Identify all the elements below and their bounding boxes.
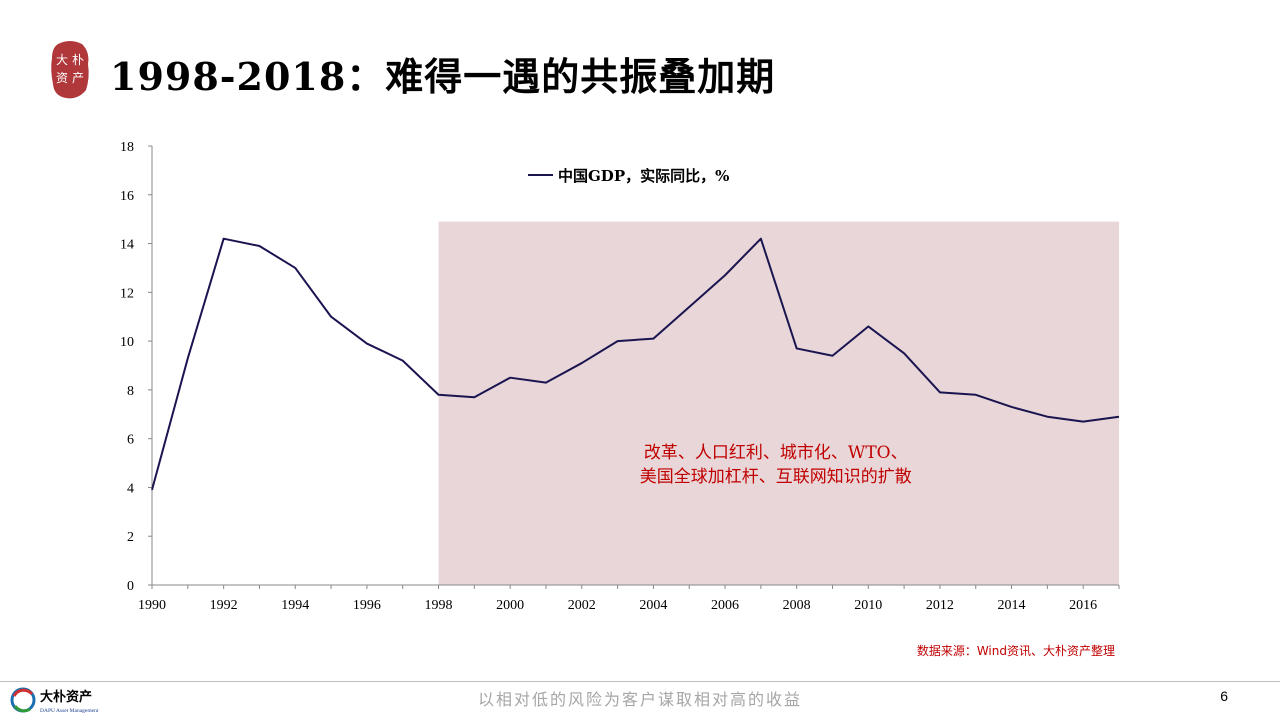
brand-seal-char: 大 bbox=[56, 53, 68, 67]
x-tick-label: 2012 bbox=[926, 598, 954, 613]
y-tick-label: 18 bbox=[120, 140, 134, 155]
brand-seal-logo: 大 朴 资 产 bbox=[51, 41, 89, 99]
footer-brand-logo: 大朴资产 DAPU Asset Management bbox=[10, 687, 99, 714]
highlight-layer bbox=[438, 221, 1119, 585]
footer-divider bbox=[0, 681, 1280, 682]
annotation-text: 美国全球加杠杆、互联网知识的扩散 bbox=[640, 467, 912, 487]
x-tick-label: 1998 bbox=[425, 598, 453, 613]
x-tick-label: 2000 bbox=[496, 598, 524, 613]
annotation-layer: 改革、人口红利、城市化、WTO、美国全球加杠杆、互联网知识的扩散 bbox=[640, 443, 912, 487]
logo-ring-accent bbox=[13, 705, 31, 713]
legend-label: 中国GDP，实际同比，% bbox=[558, 167, 729, 185]
y-tick-label: 6 bbox=[127, 433, 134, 448]
x-tick-label: 1992 bbox=[210, 598, 238, 613]
x-tick-label: 2008 bbox=[783, 598, 811, 613]
footer-brand-name: 大朴资产 bbox=[40, 689, 92, 705]
y-tick-label: 14 bbox=[120, 238, 134, 253]
x-tick-label: 2010 bbox=[854, 598, 882, 613]
series-line bbox=[151, 237, 1120, 491]
brand-seal-shape bbox=[51, 41, 89, 99]
axes-layer: 0 2 4 6 8 10 12 14 16 18 1990 1992 1994 1996 1998 2000 2… bbox=[120, 140, 1120, 613]
source-note: 数据来源：Wind资讯、大朴资产整理 bbox=[916, 644, 1115, 658]
y-tick-label: 10 bbox=[120, 335, 134, 350]
x-tick-label: 2014 bbox=[998, 598, 1026, 613]
highlight-region bbox=[438, 221, 1119, 585]
y-tick-label: 8 bbox=[127, 384, 134, 399]
x-tick-label: 2004 bbox=[639, 598, 667, 613]
series-layer bbox=[151, 237, 1120, 491]
footer-brand-name-en: DAPU Asset Management bbox=[40, 708, 99, 714]
logo-ring-accent bbox=[12, 688, 34, 697]
x-tick-label: 2002 bbox=[568, 598, 596, 613]
x-tick-label: 2006 bbox=[711, 598, 739, 613]
y-tick-label: 4 bbox=[127, 481, 134, 496]
y-tick-label: 12 bbox=[120, 286, 134, 301]
x-tick-label: 1994 bbox=[281, 598, 309, 613]
y-tick-label: 0 bbox=[127, 579, 134, 594]
x-tick-label: 1990 bbox=[138, 598, 166, 613]
annotation-text: 改革、人口红利、城市化、WTO、 bbox=[644, 443, 908, 463]
page-title: 1998-2018：难得一遇的共振叠加期 bbox=[110, 54, 776, 99]
y-tick-label: 16 bbox=[120, 189, 134, 204]
brand-seal-char: 资 bbox=[56, 71, 68, 85]
x-tick-label: 1996 bbox=[353, 598, 381, 613]
brand-seal-char: 朴 bbox=[72, 52, 84, 67]
y-tick-label: 2 bbox=[127, 530, 134, 545]
brand-seal-char: 产 bbox=[72, 71, 84, 85]
page-number: 6 bbox=[1220, 688, 1228, 704]
x-tick-label: 2016 bbox=[1069, 598, 1097, 613]
footer-slogan: 以相对低的风险为客户谋取相对高的收益 bbox=[477, 690, 802, 709]
legend: 中国GDP，实际同比，% bbox=[528, 167, 729, 185]
